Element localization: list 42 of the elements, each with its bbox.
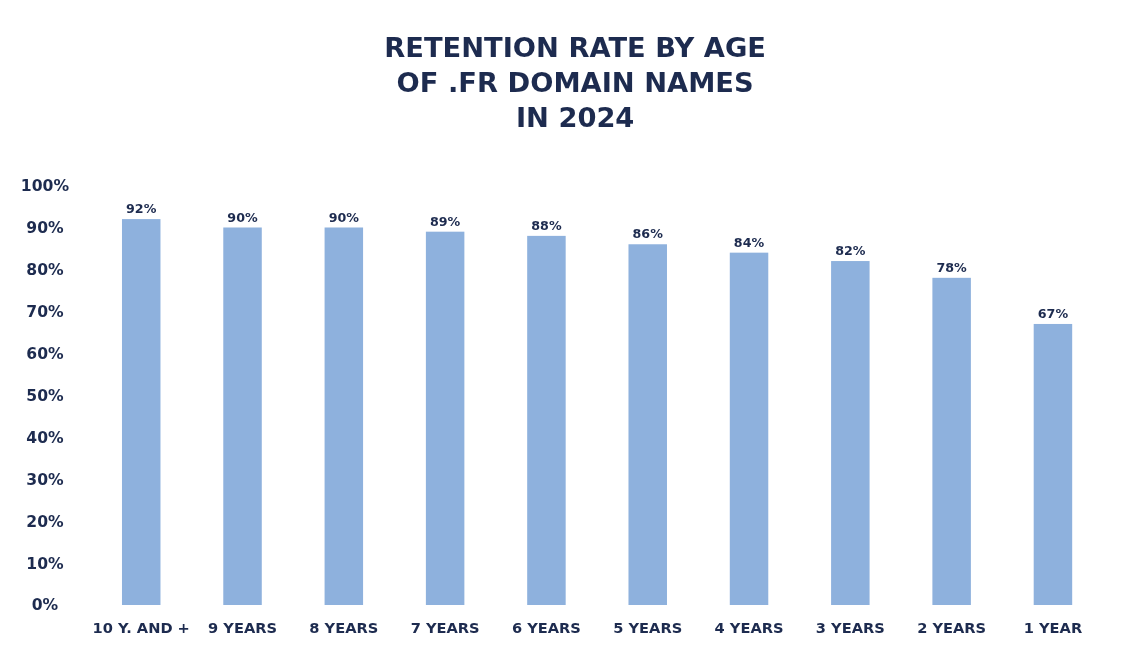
bar bbox=[121, 219, 161, 605]
data-label: 90% bbox=[328, 209, 360, 225]
bar bbox=[527, 235, 566, 605]
bar bbox=[425, 231, 465, 605]
y-tick-label: 20% bbox=[26, 512, 64, 531]
y-tick-label: 30% bbox=[26, 470, 64, 489]
bar bbox=[223, 227, 262, 605]
x-tick-label: 8 YEARS bbox=[309, 619, 379, 637]
data-label: 90% bbox=[227, 209, 258, 225]
bar bbox=[628, 244, 667, 605]
y-tick-label: 60% bbox=[26, 344, 64, 363]
x-tick-label: 6 YEARS bbox=[511, 619, 581, 637]
y-tick-label: 70% bbox=[26, 302, 64, 321]
x-tick-label: 4 YEARS bbox=[714, 619, 784, 637]
y-tick-label: 10% bbox=[26, 554, 64, 573]
bar bbox=[932, 277, 971, 605]
data-label: 82% bbox=[835, 243, 866, 259]
bar bbox=[729, 252, 769, 605]
y-tick-label: 100% bbox=[20, 177, 70, 195]
x-tick-label: 3 YEARS bbox=[815, 619, 885, 637]
y-tick-label: 80% bbox=[26, 260, 64, 279]
x-tick-label: 2 YEARS bbox=[917, 619, 987, 637]
x-tick-label: 1 YEAR bbox=[1023, 619, 1083, 637]
x-tick-label: 9 YEARS bbox=[208, 619, 278, 637]
data-label: 67% bbox=[1037, 306, 1069, 322]
data-label: 92% bbox=[126, 201, 157, 217]
chart-title: RETENTION RATE BY AGE OF .FR DOMAIN NAMES IN 2024 bbox=[384, 31, 766, 134]
data-label: 89% bbox=[429, 213, 461, 229]
bar bbox=[324, 227, 364, 605]
y-tick-label: 40% bbox=[26, 428, 64, 447]
x-tick-label: 10 Y. AND + bbox=[92, 619, 190, 637]
bar bbox=[831, 261, 870, 605]
y-tick-label: 0% bbox=[31, 596, 59, 615]
data-label: 86% bbox=[632, 226, 664, 242]
bar bbox=[1033, 323, 1073, 605]
data-label: 84% bbox=[733, 234, 765, 250]
y-tick-label: 50% bbox=[26, 386, 64, 405]
data-label: 78% bbox=[936, 259, 968, 275]
x-tick-label: 7 YEARS bbox=[410, 619, 480, 637]
y-tick-label: 90% bbox=[26, 218, 64, 237]
x-tick-label: 5 YEARS bbox=[613, 619, 683, 637]
data-label: 88% bbox=[531, 218, 562, 234]
